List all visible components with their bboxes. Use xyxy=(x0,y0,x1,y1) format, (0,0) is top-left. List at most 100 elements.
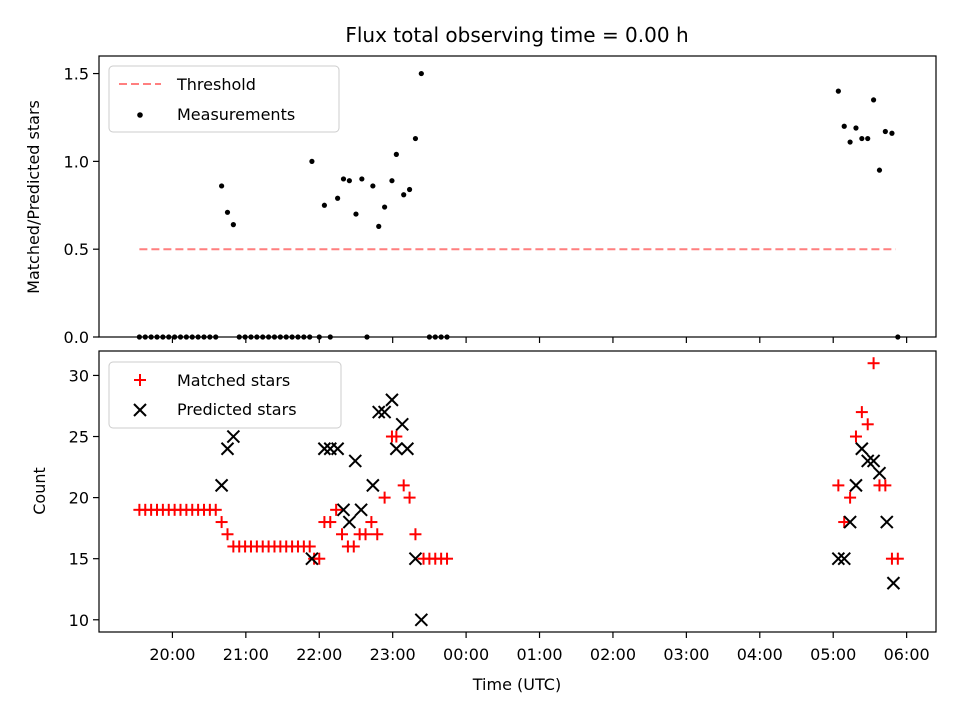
predicted-star-point xyxy=(866,454,881,468)
predicted-star-point xyxy=(366,478,380,493)
top-y-axis-label: Matched/Predicted stars xyxy=(24,100,43,294)
measurement-point xyxy=(841,123,847,129)
predicted-star-point xyxy=(220,442,235,456)
bottom-y-tick-label: 10 xyxy=(69,611,89,630)
top-y-ticks: 0.0 0.5 1.0 1.5 xyxy=(64,65,99,347)
matched-star-point xyxy=(390,430,403,443)
matched-star-point xyxy=(891,552,904,565)
x-tick-label: 02:00 xyxy=(590,645,636,664)
predicted-star-point xyxy=(837,551,851,566)
matched-star-point xyxy=(359,528,372,541)
measurement-point xyxy=(853,125,859,131)
x-tick-label: 21:00 xyxy=(223,645,269,664)
bottom-panel: 10 15 20 25 30 20:00 21:00 22:00 23:00 00:00 01:0… xyxy=(30,350,937,694)
top-y-tick-label: 0.0 xyxy=(64,328,89,347)
matched-star-point xyxy=(855,406,868,419)
predicted-star-point xyxy=(855,442,869,456)
predicted-star-point xyxy=(336,503,351,517)
predicted-star-point xyxy=(861,454,875,468)
predicted-star-point xyxy=(317,442,332,456)
predicted-star-point xyxy=(348,454,362,468)
measurement-point xyxy=(882,128,888,135)
measurement-point xyxy=(230,222,236,228)
measurement-point xyxy=(847,139,853,145)
predicted-star-point xyxy=(372,405,386,419)
matched-star-point xyxy=(215,516,228,529)
top-x-ticks xyxy=(171,337,908,343)
matched-star-point xyxy=(838,516,851,529)
measurement-point xyxy=(359,176,365,182)
measurement-point xyxy=(353,211,359,217)
measurement-point xyxy=(876,167,883,173)
matched-star-point xyxy=(303,540,316,553)
measurement-point xyxy=(219,183,225,189)
predicted-star-point xyxy=(389,442,404,456)
x-tick-label: 20:00 xyxy=(149,645,195,664)
legend-matched-swatch xyxy=(134,374,146,386)
bottom-axes-frame xyxy=(98,350,937,633)
matched-star-point xyxy=(371,528,384,541)
measurement-point xyxy=(870,97,877,103)
bottom-y-tick-label: 30 xyxy=(69,366,89,385)
matched-star-point xyxy=(378,491,391,504)
measurement-point xyxy=(401,192,407,198)
bottom-y-tick-label: 25 xyxy=(69,428,89,447)
measurement-point xyxy=(418,70,424,77)
measurement-point xyxy=(406,186,413,193)
matched-star-point xyxy=(324,516,337,529)
x-tick-label: 22:00 xyxy=(296,645,342,664)
x-axis-label: Time (UTC) xyxy=(472,675,561,694)
measurement-point xyxy=(340,176,347,182)
x-tick-label: 06:00 xyxy=(884,645,930,664)
predicted-star-point xyxy=(408,551,423,566)
measurement-point xyxy=(335,195,341,201)
measurement-point xyxy=(412,135,419,142)
predicted-star-point xyxy=(880,515,894,529)
measurement-point xyxy=(859,135,865,142)
top-y-tick-label: 1.0 xyxy=(64,152,89,171)
measurement-point xyxy=(393,151,399,157)
x-tick-label: 01:00 xyxy=(516,645,562,664)
top-axes-frame xyxy=(98,55,937,338)
matched-star-point xyxy=(879,479,892,492)
bottom-y-tick-label: 20 xyxy=(69,489,89,508)
predicted-star-point xyxy=(843,515,857,529)
bottom-marks xyxy=(133,357,904,627)
measurement-point xyxy=(389,178,395,184)
matched-star-point xyxy=(403,491,416,504)
legend-predicted-swatch xyxy=(133,403,147,417)
measurement-point xyxy=(865,135,871,142)
predicted-star-point xyxy=(831,551,846,566)
matched-star-point xyxy=(209,503,222,516)
bottom-y-ticks: 10 15 20 25 30 xyxy=(69,366,99,630)
matched-star-point xyxy=(336,528,349,541)
predicted-star-point xyxy=(849,478,863,493)
predicted-star-point xyxy=(385,393,399,407)
x-tick-label: 00:00 xyxy=(443,645,489,664)
x-tick-label: 05:00 xyxy=(810,645,856,664)
legend-measurements-swatch xyxy=(137,112,143,118)
legend-measurements-label: Measurements xyxy=(177,105,295,124)
x-tick-label: 04:00 xyxy=(737,645,783,664)
matched-star-point xyxy=(441,552,454,565)
matched-star-point xyxy=(409,528,422,541)
bottom-x-ticks: 20:00 21:00 22:00 23:00 00:00 01:00 02:00 03:00… xyxy=(149,632,930,664)
figure-title: Flux total observing time = 0.00 h xyxy=(345,23,688,47)
bottom-legend: Matched stars Predicted stars xyxy=(108,361,342,429)
matched-star-point xyxy=(849,430,862,443)
measurement-point xyxy=(835,88,841,94)
predicted-star-point xyxy=(214,478,229,493)
matched-star-point xyxy=(347,540,360,553)
measurement-point xyxy=(309,158,315,164)
predicted-star-point xyxy=(400,442,415,456)
predicted-star-point xyxy=(414,613,429,627)
matched-star-point xyxy=(221,528,234,541)
predicted-star-point xyxy=(872,466,887,480)
top-legend-box xyxy=(108,65,340,133)
measurement-point xyxy=(224,209,231,215)
measurement-point xyxy=(376,223,382,229)
predicted-star-point xyxy=(395,417,409,432)
top-y-tick-label: 0.5 xyxy=(64,240,89,259)
matched-star-point xyxy=(861,418,874,431)
predicted-star-point xyxy=(377,405,392,419)
